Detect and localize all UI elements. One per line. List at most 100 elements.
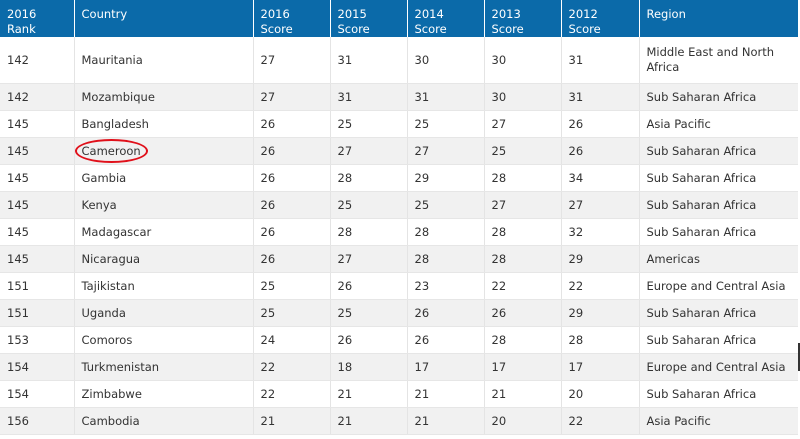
rank-cell: 154	[0, 380, 74, 407]
score-2015-cell-text: 27	[338, 252, 353, 266]
header-score-2016[interactable]: 2016 Score	[253, 0, 330, 37]
score-2012-cell-text: 26	[569, 144, 584, 158]
score-2012-cell: 29	[561, 245, 639, 272]
score-2012-cell: 31	[561, 37, 639, 83]
score-2015-cell-text: 25	[338, 117, 353, 131]
score-2012-cell: 29	[561, 299, 639, 326]
region-cell: Sub Saharan Africa	[639, 83, 798, 110]
region-cell-text: Sub Saharan Africa	[647, 144, 757, 158]
score-2014-cell-text: 25	[415, 198, 430, 212]
region-cell: Sub Saharan Africa	[639, 164, 798, 191]
region-cell: Sub Saharan Africa	[639, 191, 798, 218]
header-region[interactable]: Region	[639, 0, 798, 37]
region-cell-text: Europe and Central Asia	[647, 360, 786, 374]
country-cell: Kenya	[74, 191, 253, 218]
score-2016-cell: 26	[253, 218, 330, 245]
region-cell-text: Sub Saharan Africa	[647, 198, 757, 212]
score-2016-cell-text: 21	[261, 414, 276, 428]
rank-cell-text: 154	[7, 387, 29, 401]
rank-cell: 145	[0, 245, 74, 272]
score-2015-cell-text: 21	[338, 387, 353, 401]
score-2016-cell: 26	[253, 164, 330, 191]
score-2015-cell-text: 18	[338, 360, 353, 374]
score-2014-cell-text: 25	[415, 117, 430, 131]
score-2013-cell: 20	[484, 407, 561, 434]
score-2015-cell: 21	[330, 380, 407, 407]
score-2016-cell: 22	[253, 353, 330, 380]
score-2015-cell: 27	[330, 245, 407, 272]
score-2013-cell: 30	[484, 37, 561, 83]
score-2016-cell: 26	[253, 245, 330, 272]
score-2013-cell-text: 28	[492, 171, 507, 185]
country-cell: Tajikistan	[74, 272, 253, 299]
rank-cell-text: 145	[7, 171, 29, 185]
table-row: 145 Cameroon 26 27 27 25 26 Sub Saharan Africa	[0, 137, 798, 164]
country-cell-text: Cambodia	[82, 414, 140, 428]
score-2014-cell: 21	[407, 407, 484, 434]
score-2015-cell-text: 27	[338, 144, 353, 158]
region-cell-text: Sub Saharan Africa	[647, 171, 757, 185]
score-2012-cell: 28	[561, 326, 639, 353]
region-cell-text: Sub Saharan Africa	[647, 387, 757, 401]
score-2014-cell: 29	[407, 164, 484, 191]
score-2015-cell-text: 25	[338, 306, 353, 320]
rank-cell: 145	[0, 110, 74, 137]
score-2013-cell: 28	[484, 245, 561, 272]
score-2015-cell: 25	[330, 299, 407, 326]
score-2012-cell-text: 28	[569, 333, 584, 347]
country-cell: Mozambique	[74, 83, 253, 110]
country-cell: Zimbabwe	[74, 380, 253, 407]
table-row: 145 Bangladesh 26 25 25 27 26 Asia Pacific	[0, 110, 798, 137]
table-row: 145 Madagascar 26 28 28 28 32 Sub Saharan Afric…	[0, 218, 798, 245]
country-cell-text: Bangladesh	[82, 117, 149, 131]
score-2014-cell: 27	[407, 137, 484, 164]
region-cell: Europe and Central Asia	[639, 272, 798, 299]
score-2016-cell: 27	[253, 37, 330, 83]
score-2015-cell: 28	[330, 218, 407, 245]
score-2016-cell: 24	[253, 326, 330, 353]
score-2015-cell-text: 26	[338, 333, 353, 347]
score-2014-cell: 25	[407, 191, 484, 218]
score-2012-cell: 34	[561, 164, 639, 191]
score-2012-cell: 22	[561, 407, 639, 434]
header-country[interactable]: Country	[74, 0, 253, 37]
score-2012-cell: 20	[561, 380, 639, 407]
table-row: 145 Nicaragua 26 27 28 28 29 Americas	[0, 245, 798, 272]
rank-cell: 156	[0, 407, 74, 434]
rank-cell-text: 156	[7, 414, 29, 428]
region-cell-text: Asia Pacific	[647, 117, 711, 131]
score-2015-cell-text: 21	[338, 414, 353, 428]
region-cell-text: Europe and Central Asia	[647, 279, 786, 293]
score-2015-cell: 27	[330, 137, 407, 164]
rank-cell-text: 151	[7, 306, 29, 320]
region-cell-text: Americas	[647, 252, 700, 266]
header-score-2015[interactable]: 2015 Score	[330, 0, 407, 37]
country-cell-text: Kenya	[82, 198, 117, 212]
score-2014-cell: 23	[407, 272, 484, 299]
rank-cell-text: 145	[7, 198, 29, 212]
region-cell-text: Asia Pacific	[647, 414, 711, 428]
country-cell: Nicaragua	[74, 245, 253, 272]
score-2014-cell-text: 17	[415, 360, 430, 374]
score-2013-cell-text: 28	[492, 252, 507, 266]
score-2016-cell: 26	[253, 191, 330, 218]
header-score-2013[interactable]: 2013 Score	[484, 0, 561, 37]
country-cell: Madagascar	[74, 218, 253, 245]
score-2014-cell: 26	[407, 299, 484, 326]
score-2012-cell-text: 20	[569, 387, 584, 401]
score-2013-cell-text: 25	[492, 144, 507, 158]
score-2016-cell-text: 26	[261, 144, 276, 158]
score-2014-cell: 31	[407, 83, 484, 110]
table-row: 151 Tajikistan 25 26 23 22 22 Europe and Centra…	[0, 272, 798, 299]
score-2013-cell-text: 27	[492, 198, 507, 212]
header-score-2014[interactable]: 2014 Score	[407, 0, 484, 37]
score-2016-cell-text: 26	[261, 117, 276, 131]
score-2013-cell: 21	[484, 380, 561, 407]
country-cell: Comoros	[74, 326, 253, 353]
header-score-2012[interactable]: 2012 Score	[561, 0, 639, 37]
score-2012-cell-text: 31	[569, 53, 584, 67]
header-rank[interactable]: 2016 Rank	[0, 0, 74, 37]
score-2013-cell-text: 27	[492, 117, 507, 131]
score-2016-cell-text: 27	[261, 90, 276, 104]
score-2016-cell: 25	[253, 272, 330, 299]
